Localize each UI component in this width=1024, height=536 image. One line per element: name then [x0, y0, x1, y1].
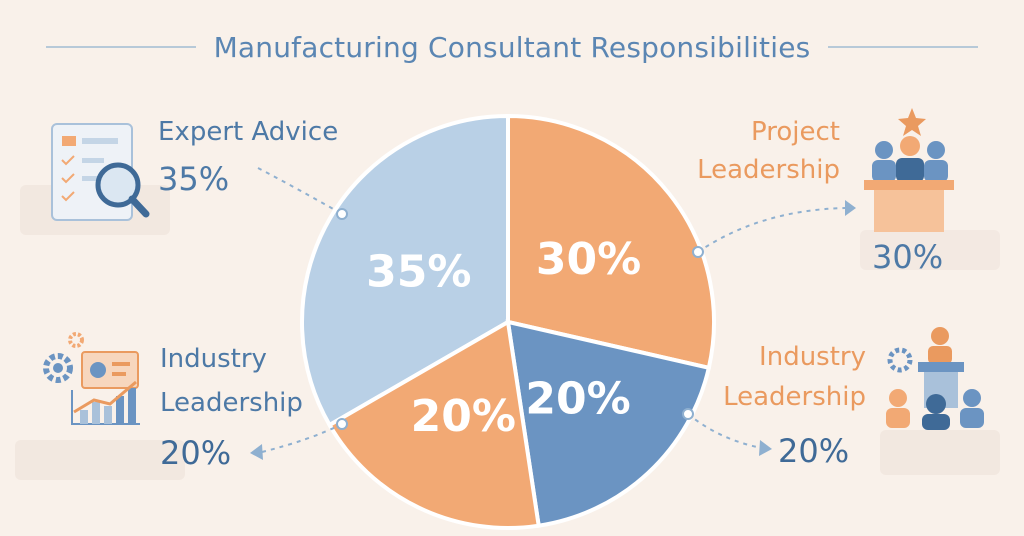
title-rule-right — [828, 46, 979, 48]
expert-advice-value: 35% — [158, 160, 230, 198]
industry-left-line1: Industry — [160, 344, 267, 374]
industry-right-line2: Leadership — [723, 382, 866, 412]
magnifier-checklist-icon — [51, 123, 150, 221]
podium-star-icon — [864, 108, 954, 232]
project-leadership-line2: Leadership — [697, 155, 840, 185]
connector-industry-right — [682, 408, 772, 456]
project-leadership-line1: Project — [751, 117, 840, 147]
industry-right-value: 20% — [778, 432, 850, 470]
page-title: Manufacturing Consultant Responsibilitie… — [213, 30, 811, 64]
title-rule-left — [45, 46, 196, 48]
industry-right-line1: Industry — [759, 342, 866, 372]
gear-chart-icon — [43, 332, 140, 425]
connector-industry-left — [250, 418, 348, 460]
pie-labels: 35% 30% 20%20% — [366, 234, 641, 442]
industry-left-line2: Leadership — [160, 388, 303, 418]
pie-slice — [300, 113, 510, 428]
pie-slice-label: 20% — [525, 374, 630, 425]
leader-team-icon — [886, 327, 984, 430]
title-row: Manufacturing Consultant Responsibilitie… — [0, 22, 1024, 72]
expert-advice-label: Expert Advice — [158, 117, 339, 147]
connector-expert — [257, 167, 348, 220]
pie-slice-label: 20% — [411, 391, 516, 442]
industry-left-value: 20% — [160, 434, 232, 472]
pie-slice-label: 30% — [536, 234, 641, 285]
pie-chart — [300, 113, 716, 530]
project-leadership-value: 30% — [872, 238, 944, 276]
pie-slice — [505, 319, 712, 528]
pie-slice — [326, 318, 541, 530]
connector-project — [692, 200, 856, 258]
pie-slice-label: 35% — [366, 247, 471, 298]
pie-slice — [506, 113, 716, 371]
